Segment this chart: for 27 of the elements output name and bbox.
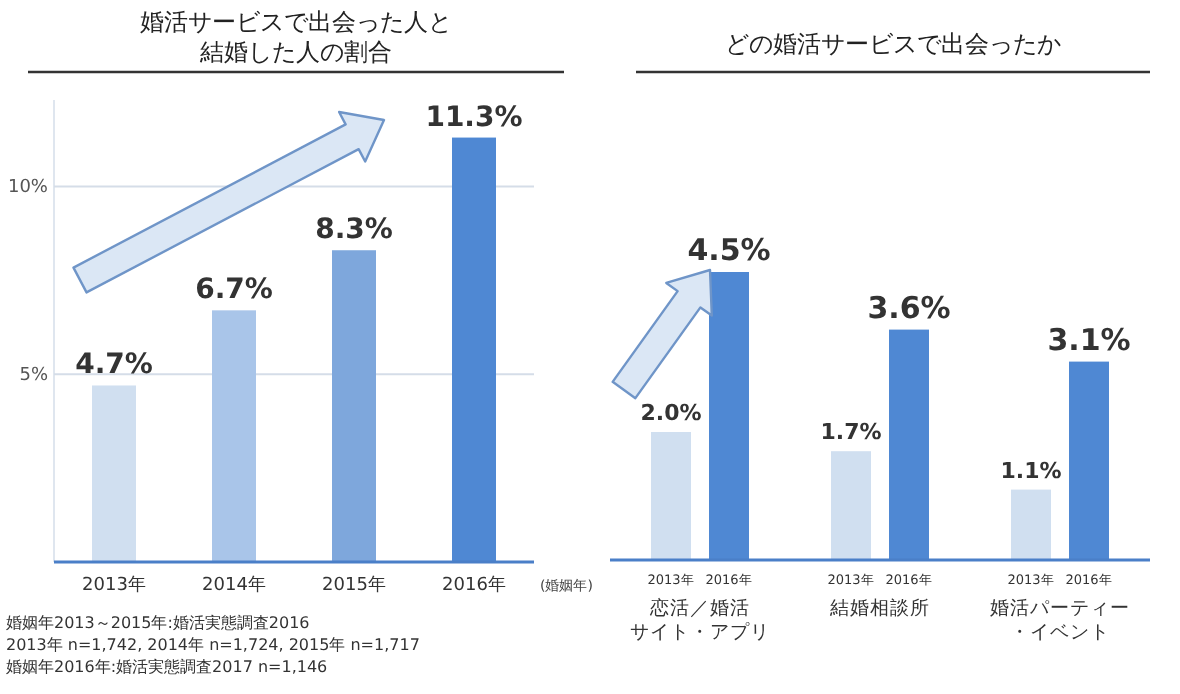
data-label: 1.1% xyxy=(1000,457,1062,484)
data-label: 4.7% xyxy=(75,349,153,382)
x-tick-label: 2014年 xyxy=(202,574,266,596)
bar xyxy=(651,432,691,560)
y-tick-label: 5% xyxy=(19,366,49,387)
x-tick-label: 恋活／婚活サイト・アプリ xyxy=(630,596,770,644)
x-tick-label: 2015年 xyxy=(322,574,386,596)
data-label: 3.6% xyxy=(867,289,951,326)
data-label: 6.7% xyxy=(195,274,273,307)
x-tick-label: 2013年 xyxy=(82,574,146,596)
y-tick-label: 10% xyxy=(7,178,49,199)
text: 婚姻年2013～2015年:婚活実態調査2016 xyxy=(6,614,310,632)
text: 婚姻年2016年:婚活実態調査2017 n=1,146 xyxy=(6,658,328,676)
x-tick-label: 結婚相談所 xyxy=(828,596,930,620)
data-label: 11.3% xyxy=(425,101,523,134)
data-label: 8.3% xyxy=(315,214,393,247)
bar xyxy=(831,451,871,560)
data-label: 1.7% xyxy=(820,419,882,446)
x-tick-label: 2016年 xyxy=(442,574,506,596)
chart-title: どの婚活サービスで出会ったか xyxy=(725,30,1061,58)
bar xyxy=(1011,489,1051,560)
data-label: 2.0% xyxy=(640,400,702,426)
chart-title: 婚活サービスで出会った人と結婚した人の割合 xyxy=(140,8,452,66)
data-label: 3.1% xyxy=(1047,321,1131,358)
x-tick-label: 婚活パーティー・イベント xyxy=(990,596,1130,644)
text: 2013年 n=1,742, 2014年 n=1,724, 2015年 n=1,717 xyxy=(6,636,420,654)
data-label: 4.5% xyxy=(687,232,771,268)
